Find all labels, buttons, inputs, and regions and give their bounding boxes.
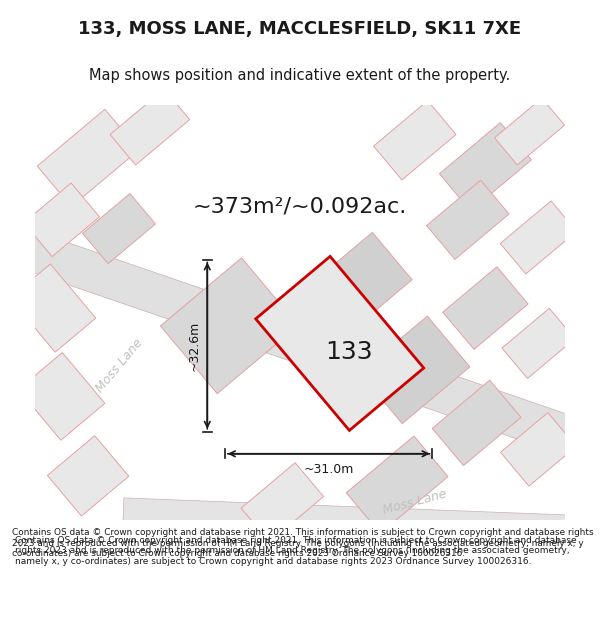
Polygon shape <box>311 232 412 331</box>
Polygon shape <box>83 194 155 264</box>
Polygon shape <box>500 412 576 486</box>
Polygon shape <box>123 498 583 542</box>
Text: Contains OS data © Crown copyright and database right 2021. This information is : Contains OS data © Crown copyright and d… <box>12 528 593 558</box>
Polygon shape <box>11 228 589 459</box>
Polygon shape <box>10 264 96 352</box>
Polygon shape <box>427 180 509 259</box>
Text: Moss Lane: Moss Lane <box>382 488 448 517</box>
Polygon shape <box>346 436 448 533</box>
Text: 133: 133 <box>325 340 373 364</box>
Text: Contains OS data © Crown copyright and database right 2021. This information is : Contains OS data © Crown copyright and d… <box>15 536 577 566</box>
Polygon shape <box>24 183 100 256</box>
Text: ~31.0m: ~31.0m <box>304 463 354 476</box>
Polygon shape <box>494 98 565 165</box>
Polygon shape <box>439 122 532 211</box>
Text: 133, MOSS LANE, MACCLESFIELD, SK11 7XE: 133, MOSS LANE, MACCLESFIELD, SK11 7XE <box>79 21 521 38</box>
Text: Map shows position and indicative extent of the property.: Map shows position and indicative extent… <box>89 68 511 83</box>
Polygon shape <box>241 462 323 542</box>
Text: ~373m²/~0.092ac.: ~373m²/~0.092ac. <box>193 196 407 216</box>
Polygon shape <box>443 267 528 349</box>
Polygon shape <box>37 109 139 207</box>
Polygon shape <box>374 101 456 180</box>
Text: ~32.6m: ~32.6m <box>188 321 200 371</box>
Polygon shape <box>110 89 190 165</box>
Polygon shape <box>359 316 470 424</box>
Polygon shape <box>432 380 521 466</box>
Text: Moss Lane: Moss Lane <box>93 336 145 395</box>
Polygon shape <box>19 352 105 440</box>
Polygon shape <box>502 308 575 379</box>
Polygon shape <box>160 258 298 394</box>
Polygon shape <box>47 436 129 516</box>
Polygon shape <box>256 256 424 431</box>
Polygon shape <box>500 201 577 274</box>
